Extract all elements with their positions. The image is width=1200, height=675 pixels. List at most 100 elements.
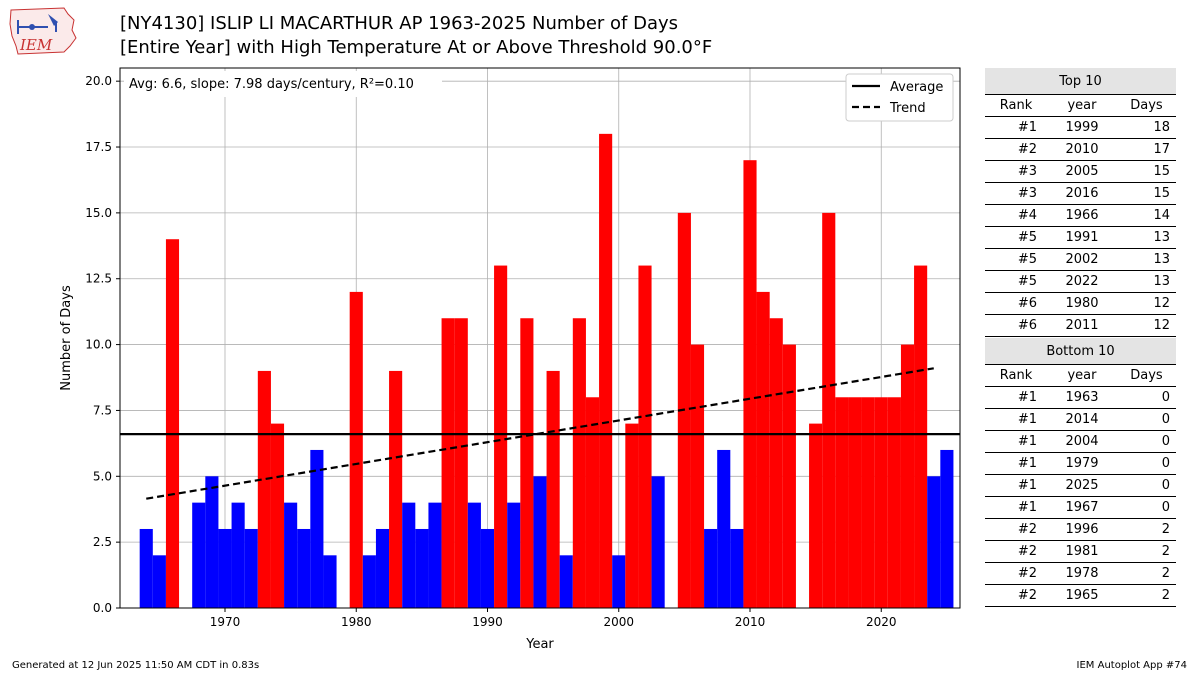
rank-cell: #4 [985, 204, 1047, 227]
y-tick-label: 2.5 [93, 535, 112, 549]
days-cell: 2 [1117, 562, 1176, 585]
y-tick-label: 5.0 [93, 469, 112, 483]
generated-timestamp: Generated at 12 Jun 2025 11:50 AM CDT in… [12, 660, 260, 671]
rank-cell: #5 [985, 270, 1047, 293]
y-tick-label: 7.5 [93, 403, 112, 417]
bar [454, 318, 468, 608]
bar [441, 318, 455, 608]
top-row: #5 2022 13 [985, 270, 1176, 293]
bar [270, 423, 285, 608]
rank-cell: #1 [985, 116, 1047, 139]
y-tick-label: 20.0 [85, 74, 112, 88]
rank-cell: #1 [985, 386, 1047, 409]
days-cell: 0 [1117, 474, 1176, 497]
year-cell: 2011 [1047, 314, 1117, 337]
bar [625, 423, 639, 608]
days-cell: 15 [1117, 160, 1176, 183]
rank-cell: #6 [985, 314, 1047, 337]
top-row: #5 1991 13 [985, 226, 1176, 249]
y-tick-label: 15.0 [85, 206, 112, 220]
days-cell: 0 [1117, 496, 1176, 519]
bar [822, 212, 836, 608]
rank-cell: #2 [985, 562, 1047, 585]
bar [782, 344, 796, 608]
top-row: #6 2011 12 [985, 314, 1176, 337]
rank-cell: #3 [985, 160, 1047, 183]
legend-average-label: Average [890, 80, 943, 95]
y-tick-label: 17.5 [85, 140, 112, 154]
bar-chart: 1970 1980 1990 2000 2010 2020 0.0 2.5 5.0 7.5 10.0… [59, 67, 961, 652]
y-tick-label: 10.0 [85, 338, 112, 352]
bar [612, 555, 626, 608]
bar [494, 265, 508, 608]
bar [559, 555, 573, 608]
bar [809, 423, 823, 608]
bar [467, 502, 481, 608]
rank-cell: #2 [985, 518, 1047, 541]
x-tick-label: 2000 [603, 615, 634, 629]
bar [638, 265, 652, 608]
bar [900, 344, 915, 608]
bar [572, 318, 586, 608]
col-days: Days [1117, 94, 1176, 117]
bar [415, 528, 429, 608]
col-days: Days [1117, 364, 1176, 387]
bar [848, 397, 862, 608]
bar [730, 528, 744, 608]
bar [297, 528, 311, 608]
col-rank: Rank [985, 364, 1047, 387]
bottom-row: #1 1963 0 [985, 386, 1176, 409]
bottom-10-title: Bottom 10 [985, 338, 1176, 365]
bar [769, 318, 783, 608]
days-cell: 15 [1117, 182, 1176, 205]
rank-cell: #2 [985, 584, 1047, 607]
bar [599, 133, 613, 609]
top-row: #6 1980 12 [985, 292, 1176, 315]
bar [585, 397, 600, 608]
year-cell: 1978 [1047, 562, 1117, 585]
year-cell: 1967 [1047, 496, 1117, 519]
bar [428, 502, 442, 608]
annotation-text: Avg: 6.6, slope: 7.98 days/century, R²=0… [129, 77, 414, 92]
y-tick-label: 12.5 [85, 272, 112, 286]
days-cell: 2 [1117, 540, 1176, 563]
rank-cell: #5 [985, 248, 1047, 271]
logo-text: IEM [19, 36, 53, 54]
title-line-2: [Entire Year] with High Temperature At o… [120, 37, 713, 58]
year-cell: 2014 [1047, 408, 1117, 431]
rank-cell: #1 [985, 430, 1047, 453]
bar [389, 370, 403, 608]
year-cell: 2004 [1047, 430, 1117, 453]
days-cell: 2 [1117, 584, 1176, 607]
bar [533, 476, 547, 608]
year-cell: 2016 [1047, 182, 1117, 205]
rank-cell: #3 [985, 182, 1047, 205]
bar [507, 502, 521, 608]
days-cell: 2 [1117, 518, 1176, 541]
bar [349, 291, 363, 608]
bar [520, 318, 534, 608]
x-axis-label: Year [525, 637, 554, 652]
bar [690, 344, 705, 608]
bar [874, 397, 888, 608]
days-cell: 0 [1117, 430, 1176, 453]
bar [835, 397, 849, 608]
bottom-row: #1 1979 0 [985, 452, 1176, 475]
top-row: #3 2016 15 [985, 182, 1176, 205]
trend-line [146, 367, 934, 500]
bar [861, 397, 875, 608]
year-cell: 2005 [1047, 160, 1117, 183]
bar [192, 502, 206, 608]
rank-cell: #2 [985, 540, 1047, 563]
bottom-row: #1 2004 0 [985, 430, 1176, 453]
x-tick-label: 1970 [210, 615, 241, 629]
year-cell: 1999 [1047, 116, 1117, 139]
bar [914, 265, 928, 608]
bar [704, 528, 718, 608]
days-cell: 13 [1117, 270, 1176, 293]
iem-logo: IEM [9, 7, 77, 55]
bottom-10-table: Bottom 10 Rank year Days #1 1963 0 #1 2014 0 #… [985, 338, 1176, 607]
year-cell: 2002 [1047, 248, 1117, 271]
bottom-row: #2 1978 2 [985, 562, 1176, 585]
days-cell: 18 [1117, 116, 1176, 139]
